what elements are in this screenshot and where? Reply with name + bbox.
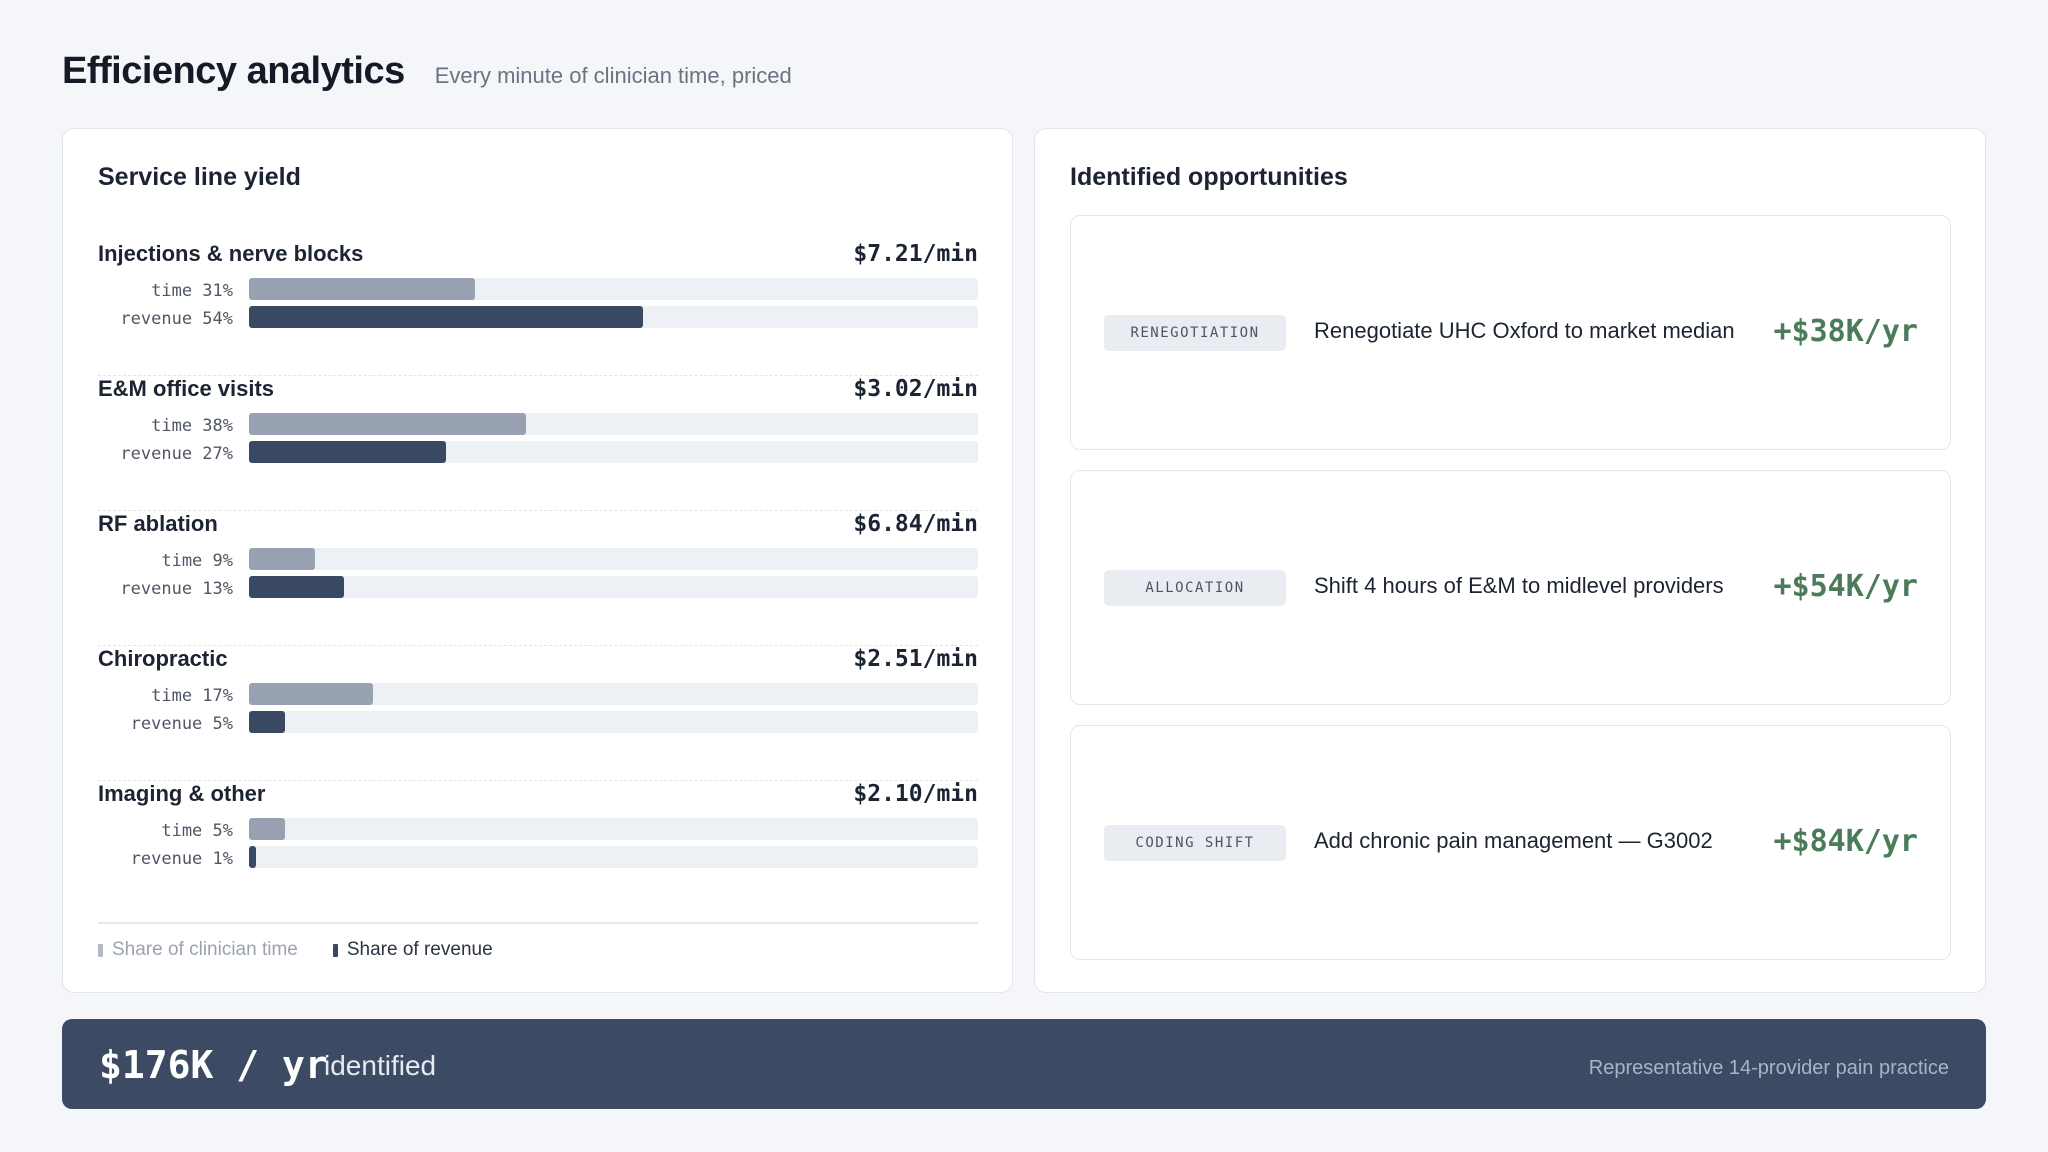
page-header: Efficiency analytics Every minute of cli… [62, 50, 792, 93]
bar-track [249, 441, 978, 463]
revenue-share-label: revenue 27% [120, 444, 233, 464]
service-rate: $3.02/min [853, 376, 978, 402]
legend-swatch-revenue [332, 943, 338, 957]
bar-track [249, 548, 978, 570]
total-identified-value: $176K / yr [99, 1043, 328, 1087]
time-share-bar [249, 278, 475, 300]
bar-track [249, 683, 978, 705]
time-share-label: time 38% [151, 416, 233, 436]
revenue-share-bar-row: revenue 27% [98, 441, 978, 465]
service-name: Chiropractic [98, 646, 228, 671]
total-identified-label: identified [324, 1050, 437, 1081]
opportunity-tag: ALLOCATION [1104, 570, 1286, 606]
opportunity-card-coding-shift[interactable]: CODING SHIFT Add chronic pain management… [1070, 725, 1951, 960]
service-rate: $2.10/min [853, 781, 978, 807]
opportunity-description: Shift 4 hours of E&M to midlevel provide… [1314, 573, 1724, 598]
service-row-chiropractic: Chiropractic $2.51/min time 17% revenue 5% [98, 646, 978, 781]
service-name: Imaging & other [98, 781, 266, 806]
summary-banner: $176K / yr identified Representative 14-… [62, 1019, 1986, 1109]
time-share-label: time 5% [161, 821, 233, 841]
revenue-share-label: revenue 1% [130, 849, 233, 869]
revenue-share-label: revenue 54% [120, 309, 233, 329]
service-name: Injections & nerve blocks [98, 241, 364, 266]
page-subtitle: Every minute of clinician time, priced [434, 63, 792, 88]
revenue-share-bar [249, 306, 643, 328]
bar-track [249, 278, 978, 300]
bar-track [249, 711, 978, 733]
opportunity-card-renegotiation[interactable]: RENEGOTIATION Renegotiate UHC Oxford to … [1070, 215, 1951, 450]
revenue-share-bar [249, 441, 446, 463]
opportunities-title: Identified opportunities [1070, 163, 1348, 191]
page-title: Efficiency analytics [62, 50, 405, 92]
service-row-imaging-and-other: Imaging & other $2.10/min time 5% revenue 1… [98, 781, 978, 916]
revenue-share-bar-row: revenue 5% [98, 711, 978, 735]
time-share-bar [249, 818, 285, 840]
opportunity-value: +$38K/yr [1773, 314, 1919, 349]
revenue-share-bar-row: revenue 1% [98, 846, 978, 870]
time-share-bar [249, 413, 526, 435]
bar-track [249, 846, 978, 868]
bar-track [249, 818, 978, 840]
legend-label-time: Share of clinician time [112, 939, 298, 960]
service-rate: $6.84/min [853, 511, 978, 537]
time-share-label: time 17% [151, 686, 233, 706]
opportunity-tag: CODING SHIFT [1104, 825, 1286, 861]
service-rate: $2.51/min [853, 646, 978, 672]
time-share-label: time 31% [151, 281, 233, 301]
time-share-bar-row: time 9% [98, 548, 978, 572]
revenue-share-label: revenue 5% [130, 714, 233, 734]
revenue-share-bar-row: revenue 13% [98, 576, 978, 600]
opportunity-value: +$84K/yr [1773, 824, 1919, 859]
opportunity-tag: RENEGOTIATION [1104, 315, 1286, 351]
revenue-share-label: revenue 13% [120, 579, 233, 599]
legend-swatch-time [98, 943, 103, 957]
service-row-injections-and-nerve-blocks: Injections & nerve blocks $7.21/min time 3… [98, 241, 978, 376]
service-line-yield-card: Service line yield Injections & nerve bl… [62, 128, 1013, 993]
revenue-share-bar [249, 846, 256, 868]
time-share-bar-row: time 38% [98, 413, 978, 437]
time-share-bar-row: time 5% [98, 818, 978, 842]
opportunity-description: Renegotiate UHC Oxford to market median [1314, 318, 1735, 343]
service-name: E&M office visits [98, 376, 275, 401]
revenue-share-bar-row: revenue 54% [98, 306, 978, 330]
revenue-share-bar [249, 711, 285, 733]
opportunity-card-allocation[interactable]: ALLOCATION Shift 4 hours of E&M to midle… [1070, 470, 1951, 705]
service-row-eandm-office-visits: E&M office visits $3.02/min time 38% revenu… [98, 376, 978, 511]
time-share-label: time 9% [161, 551, 233, 571]
legend-item-time: Share of clinician time [98, 939, 298, 961]
footer-note: Representative 14-provider pain practice [1588, 1057, 1949, 1079]
service-rate: $7.21/min [853, 241, 978, 267]
service-line-yield-title: Service line yield [98, 163, 301, 191]
time-share-bar-row: time 17% [98, 683, 978, 707]
service-name: RF ablation [98, 511, 218, 536]
opportunity-description: Add chronic pain management — G3002 [1314, 828, 1713, 853]
legend-label-revenue: Share of revenue [346, 939, 493, 960]
time-share-bar [249, 548, 315, 570]
revenue-share-bar [249, 576, 344, 598]
service-line-list: Injections & nerve blocks $7.21/min time 3… [98, 241, 978, 916]
legend-item-revenue: Share of revenue [332, 939, 493, 961]
opportunity-value: +$54K/yr [1773, 569, 1919, 604]
opportunities-card: Identified opportunities RENEGOTIATION R… [1034, 128, 1986, 993]
service-row-rf-ablation: RF ablation $6.84/min time 9% revenue 13% [98, 511, 978, 646]
chart-legend: Share of clinician time Share of revenue [98, 922, 978, 961]
time-share-bar-row: time 31% [98, 278, 978, 302]
bar-track [249, 576, 978, 598]
bar-track [249, 306, 978, 328]
time-share-bar [249, 683, 373, 705]
bar-track [249, 413, 978, 435]
